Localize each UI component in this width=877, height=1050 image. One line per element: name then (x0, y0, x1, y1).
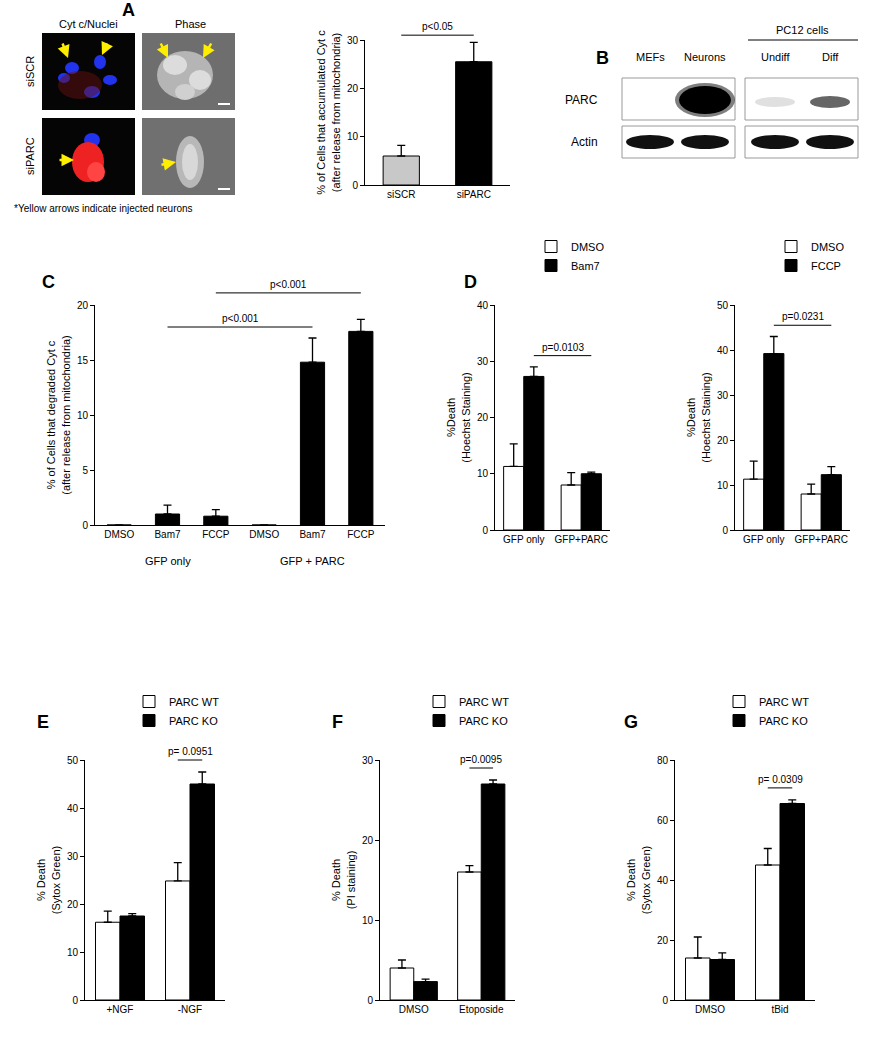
svg-text:PARC: PARC (565, 93, 598, 107)
svg-text:MEFs: MEFs (636, 51, 665, 63)
svg-text:p=0.0095: p=0.0095 (460, 754, 502, 765)
svg-text:B: B (596, 48, 609, 68)
svg-text:DMSO: DMSO (249, 529, 279, 540)
svg-text:30: 30 (67, 851, 79, 862)
svg-text:G: G (624, 712, 638, 732)
svg-text:20: 20 (77, 300, 89, 311)
svg-text:10: 10 (362, 915, 374, 926)
svg-text:GFP only: GFP only (145, 555, 191, 567)
svg-text:GFP+PARC: GFP+PARC (795, 534, 848, 545)
svg-text:+NGF: +NGF (107, 1004, 134, 1015)
svg-text:20: 20 (347, 83, 359, 94)
svg-text:siSCR: siSCR (387, 189, 415, 200)
svg-text:%Death(Hoechst Staining): %Death(Hoechst Staining) (685, 372, 711, 463)
svg-text:FCCP: FCCP (202, 529, 230, 540)
svg-text:DMSO: DMSO (695, 1004, 725, 1015)
svg-text:FCCP: FCCP (811, 260, 841, 272)
svg-text:10: 10 (347, 131, 359, 142)
svg-text:siSCR: siSCR (24, 56, 36, 87)
svg-text:DMSO: DMSO (104, 529, 134, 540)
svg-text:p= 0.0309: p= 0.0309 (758, 774, 803, 785)
svg-text:siPARC: siPARC (457, 189, 491, 200)
svg-text:5: 5 (82, 465, 88, 476)
svg-text:40: 40 (717, 345, 729, 356)
svg-text:D: D (464, 272, 477, 292)
svg-text:% Death(Sytox Green): % Death(Sytox Green) (625, 846, 651, 914)
svg-text:Etoposide: Etoposide (459, 1004, 504, 1015)
svg-text:GFP + PARC: GFP + PARC (280, 555, 345, 567)
svg-text:10: 10 (717, 480, 729, 491)
svg-text:-NGF: -NGF (178, 1004, 202, 1015)
svg-text:% Death(Sytox Green): % Death(Sytox Green) (35, 846, 61, 914)
svg-text:siPARC: siPARC (24, 137, 36, 175)
svg-text:80: 80 (657, 755, 669, 766)
svg-text:15: 15 (77, 355, 89, 366)
svg-text:p<0.05: p<0.05 (422, 21, 453, 32)
svg-text:p= 0.0951: p= 0.0951 (168, 746, 213, 757)
svg-text:p=0.0231: p=0.0231 (782, 311, 824, 322)
svg-text:Actin: Actin (571, 135, 598, 149)
svg-text:50: 50 (67, 755, 79, 766)
svg-text:30: 30 (717, 390, 729, 401)
svg-text:% Death(PI staining): % Death(PI staining) (330, 851, 356, 910)
svg-text:PARC WT: PARC WT (459, 696, 509, 708)
svg-text:0: 0 (352, 180, 358, 191)
svg-text:20: 20 (477, 412, 489, 423)
svg-text:Neurons: Neurons (684, 51, 726, 63)
svg-text:Bam7: Bam7 (299, 529, 326, 540)
svg-text:GFP only: GFP only (743, 534, 785, 545)
svg-text:10: 10 (67, 947, 79, 958)
svg-text:tBid: tBid (771, 1004, 788, 1015)
svg-text:40: 40 (477, 300, 489, 311)
svg-text:30: 30 (362, 755, 374, 766)
svg-text:Bam7: Bam7 (154, 529, 181, 540)
svg-text:0: 0 (82, 520, 88, 531)
svg-text:FCCP: FCCP (347, 529, 375, 540)
svg-text:30: 30 (347, 35, 359, 46)
svg-text:20: 20 (717, 435, 729, 446)
svg-text:Diff: Diff (822, 51, 839, 63)
svg-text:Undiff: Undiff (761, 51, 790, 63)
svg-text:PARC KO: PARC KO (459, 715, 508, 727)
svg-text:PC12 cells: PC12 cells (776, 24, 829, 36)
svg-text:p=0.0103: p=0.0103 (542, 342, 584, 353)
svg-text:Phase: Phase (175, 18, 206, 30)
svg-text:20: 20 (67, 899, 79, 910)
svg-text:*Yellow arrows indicate inject: *Yellow arrows indicate injected neurons (14, 203, 193, 214)
svg-text:A: A (122, 0, 135, 20)
svg-text:p<0.001: p<0.001 (270, 279, 307, 290)
svg-text:20: 20 (362, 835, 374, 846)
svg-text:PARC KO: PARC KO (759, 715, 808, 727)
svg-text:PARC WT: PARC WT (759, 696, 809, 708)
svg-text:E: E (37, 712, 49, 732)
svg-text:PARC WT: PARC WT (169, 696, 219, 708)
svg-text:F: F (332, 712, 343, 732)
svg-text:GFP+PARC: GFP+PARC (555, 534, 608, 545)
svg-text:0: 0 (367, 995, 373, 1006)
svg-text:50: 50 (717, 300, 729, 311)
svg-text:C: C (42, 272, 55, 292)
svg-text:% of Cells that degraded Cyt c: % of Cells that degraded Cyt c(after rel… (45, 335, 71, 495)
svg-text:Bam7: Bam7 (571, 260, 600, 272)
svg-text:%Death(Hoechst Staining): %Death(Hoechst Staining) (445, 372, 471, 463)
svg-text:DMSO: DMSO (399, 1004, 429, 1015)
svg-text:GFP only: GFP only (503, 534, 545, 545)
svg-text:p<0.001: p<0.001 (222, 313, 259, 324)
svg-text:10: 10 (477, 468, 489, 479)
svg-text:DMSO: DMSO (571, 241, 604, 253)
svg-text:0: 0 (482, 525, 488, 536)
svg-text:% of Cells that accumulated Cy: % of Cells that accumulated Cyt c(after … (315, 30, 341, 195)
svg-text:60: 60 (657, 815, 669, 826)
svg-text:40: 40 (67, 803, 79, 814)
svg-text:0: 0 (72, 995, 78, 1006)
svg-text:40: 40 (657, 875, 669, 886)
svg-text:30: 30 (477, 356, 489, 367)
svg-text:0: 0 (722, 525, 728, 536)
svg-text:Cyt c/Nuclei: Cyt c/Nuclei (59, 18, 118, 30)
svg-text:20: 20 (657, 935, 669, 946)
svg-text:DMSO: DMSO (811, 241, 844, 253)
svg-text:0: 0 (662, 995, 668, 1006)
svg-text:PARC KO: PARC KO (169, 715, 218, 727)
svg-text:10: 10 (77, 410, 89, 421)
